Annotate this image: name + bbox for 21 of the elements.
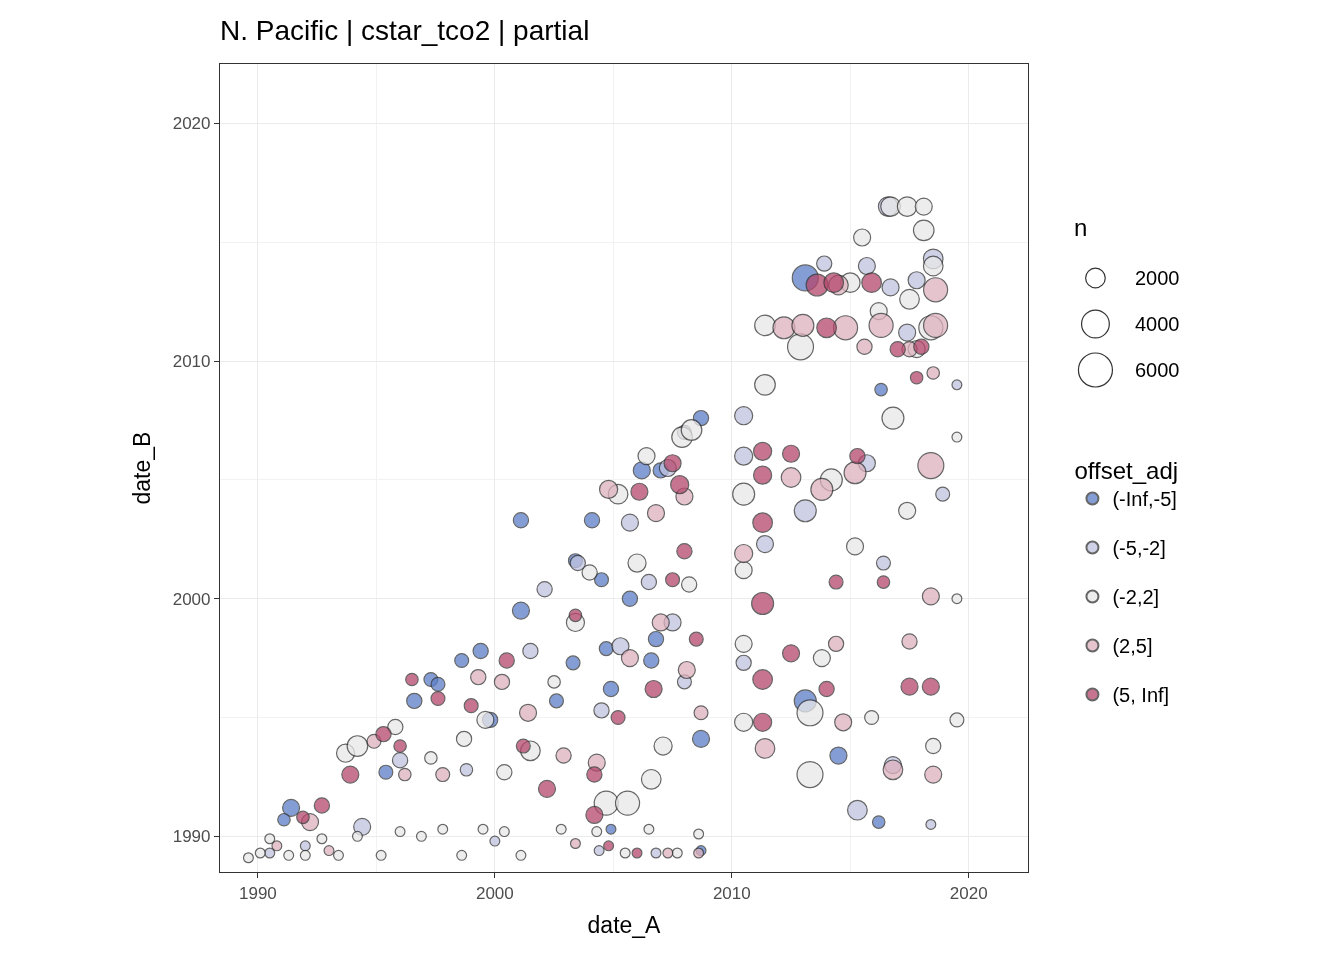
x-tick-label: 2010 (712, 883, 751, 903)
x-tick-label: 2000 (475, 883, 514, 903)
y-tick-label: 2000 (172, 589, 211, 609)
x-axis-title: date_A (587, 912, 662, 939)
legend-label: 4000 (1135, 313, 1180, 335)
x-tick-label: 1990 (239, 883, 277, 903)
text: n (1074, 214, 1088, 241)
x-tick-label: 2020 (949, 883, 988, 903)
text: offset_adj (1074, 457, 1179, 484)
legend-label: (5, Inf] (1112, 684, 1170, 707)
legend-label: (-5,-2] (1112, 537, 1166, 560)
y-tick-label: 2020 (172, 114, 211, 134)
legend-label: 6000 (1135, 359, 1180, 381)
y-axis-title: date_B (129, 431, 156, 505)
chart-title: N. Pacific | cstar_tco2 | partial (220, 14, 590, 46)
legend-label: (-2,2] (1112, 586, 1160, 609)
legend-label: 2000 (1135, 267, 1180, 289)
y-tick-label: 1990 (172, 827, 211, 847)
legend-label: (2,5] (1112, 635, 1153, 658)
y-tick-label: 2010 (172, 352, 211, 372)
legend-label: (-Inf,-5] (1112, 488, 1177, 511)
